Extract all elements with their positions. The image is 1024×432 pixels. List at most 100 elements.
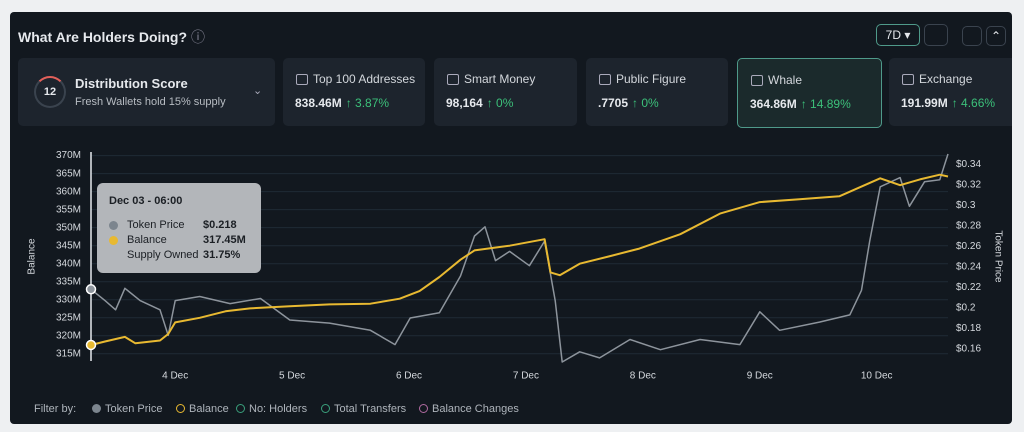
card-icon xyxy=(902,74,914,85)
card-icon xyxy=(751,75,763,86)
card-label: Top 100 Addresses xyxy=(313,72,416,86)
y-tick-label: 350M xyxy=(56,222,81,233)
y2-tick-label: $0.2 xyxy=(956,302,976,313)
filter-text: Total Transfers xyxy=(334,403,407,415)
y-tick-label: 370M xyxy=(56,150,81,161)
card-value: 98,164 xyxy=(446,96,483,110)
range-select[interactable]: 7D ▾ xyxy=(876,24,920,46)
cursor-dot xyxy=(85,339,97,351)
filter-item[interactable]: Balance xyxy=(176,403,229,415)
tooltip-title: Dec 03 - 06:00 xyxy=(109,195,183,207)
card-label: Smart Money xyxy=(464,72,536,86)
card-change: ↑ 3.87% xyxy=(345,96,390,110)
panel-title: What Are Holders Doing? ⓘ xyxy=(18,29,205,45)
tooltip: Dec 03 - 06:00 Token Price $0.218 Balance 3… xyxy=(97,183,261,273)
fullscreen-button[interactable] xyxy=(962,26,982,46)
y2-tick-label: $0.32 xyxy=(956,179,981,190)
filter-dot xyxy=(92,404,101,413)
collapse-button[interactable]: ⌃ xyxy=(986,26,1006,46)
cursor-dot xyxy=(85,284,97,295)
filter-dot xyxy=(321,404,330,413)
card-label: Whale xyxy=(768,73,803,87)
filter-text: Balance Changes xyxy=(432,403,519,415)
tooltip-key: Supply Owned xyxy=(127,249,199,261)
y2-tick-label: $0.22 xyxy=(956,282,981,293)
card-value: 838.46M xyxy=(295,96,342,110)
tooltip-value: $0.218 xyxy=(203,219,237,231)
card-value-row: 364.86M ↑ 14.89% xyxy=(750,97,851,111)
tooltip-dot xyxy=(109,236,118,245)
tooltip-key: Token Price xyxy=(127,219,185,231)
card-value: 364.86M xyxy=(750,97,797,111)
y-tick-label: 345M xyxy=(56,240,81,251)
filter-item[interactable]: Token Price xyxy=(92,403,162,415)
y-tick-label: 330M xyxy=(56,294,81,305)
card-value-row: 98,164 ↑ 0% xyxy=(446,96,513,110)
card-icon xyxy=(296,74,308,85)
card-change: ↑ 0% xyxy=(632,96,659,110)
card-change: ↑ 4.66% xyxy=(951,96,996,110)
y2-tick-label: $0.26 xyxy=(956,241,981,252)
card-icon xyxy=(447,74,459,85)
series-line xyxy=(90,153,949,363)
metric-card[interactable]: Public Figure .7705 ↑ 0% xyxy=(586,58,728,126)
card-value: 191.99M xyxy=(901,96,948,110)
tooltip-dot xyxy=(109,221,118,230)
y2-tick-label: $0.16 xyxy=(956,343,981,354)
filter-item[interactable]: No: Holders xyxy=(236,403,307,415)
metric-card[interactable]: Whale 364.86M ↑ 14.89% xyxy=(737,58,882,128)
score-value: 12 xyxy=(43,86,57,98)
y-tick-label: 335M xyxy=(56,276,81,287)
y-tick-label: 325M xyxy=(56,312,81,323)
filter-dot xyxy=(236,404,245,413)
filter-text: Balance xyxy=(189,403,229,415)
x-tick-label: 4 Dec xyxy=(162,371,188,382)
y-tick-label: 365M xyxy=(56,168,81,179)
filter-text: No: Holders xyxy=(249,403,308,415)
tooltip-value: 31.75% xyxy=(203,249,241,261)
title-text: What Are Holders Doing? xyxy=(18,29,188,45)
score-label: Distribution Score xyxy=(75,76,188,91)
y-tick-label: 320M xyxy=(56,330,81,341)
filter-item[interactable]: Total Transfers xyxy=(321,403,406,415)
y2-tick-label: $0.34 xyxy=(956,159,981,170)
tooltip-key: Balance xyxy=(127,234,167,246)
y2-tick-label: $0.28 xyxy=(956,220,981,231)
score-card[interactable]: 12 Distribution Score Fresh Wallets hold… xyxy=(18,58,275,126)
y-tick-label: 315M xyxy=(56,348,81,359)
metric-card[interactable]: Exchange 191.99M ↑ 4.66% xyxy=(889,58,1012,126)
card-value: .7705 xyxy=(598,96,629,110)
metric-card[interactable]: Smart Money 98,164 ↑ 0% xyxy=(434,58,577,126)
tooltip-value: 317.45M xyxy=(203,234,246,246)
x-tick-label: 9 Dec xyxy=(747,371,773,382)
filter-dot xyxy=(419,404,428,413)
card-value-row: .7705 ↑ 0% xyxy=(598,96,659,110)
card-change: ↑ 0% xyxy=(486,96,514,110)
x-tick-label: 10 Dec xyxy=(861,371,893,382)
x-tick-label: 7 Dec xyxy=(513,371,539,382)
y-tick-label: 360M xyxy=(56,186,81,197)
y-tick-label: 340M xyxy=(56,258,81,269)
card-change: ↑ 14.89% xyxy=(800,97,851,111)
filter-item[interactable]: Balance Changes xyxy=(419,403,519,415)
card-value-row: 838.46M ↑ 3.87% xyxy=(295,96,389,110)
y2-axis-title: Token Price xyxy=(992,230,1003,283)
score-ring: 12 xyxy=(34,76,66,108)
calendar-button[interactable] xyxy=(924,24,948,46)
y-axis-title: Balance xyxy=(27,238,38,275)
score-note: Fresh Wallets hold 15% supply xyxy=(75,96,226,108)
filter-label: Filter by: xyxy=(34,403,77,415)
card-label: Exchange xyxy=(919,72,973,86)
x-tick-label: 5 Dec xyxy=(279,371,305,382)
card-icon xyxy=(599,74,611,85)
series-line xyxy=(90,173,949,346)
panel: What Are Holders Doing? ⓘ 7D ▾ ⌃ 12 Dist… xyxy=(10,12,1012,424)
filter-dot xyxy=(176,404,185,413)
x-tick-label: 8 Dec xyxy=(630,371,656,382)
metric-card[interactable]: Top 100 Addresses 838.46M ↑ 3.87% xyxy=(283,58,425,126)
y2-tick-label: $0.18 xyxy=(956,323,981,334)
card-label: Public Figure xyxy=(616,72,687,86)
y2-tick-label: $0.3 xyxy=(956,200,976,211)
y2-tick-label: $0.24 xyxy=(956,261,981,272)
